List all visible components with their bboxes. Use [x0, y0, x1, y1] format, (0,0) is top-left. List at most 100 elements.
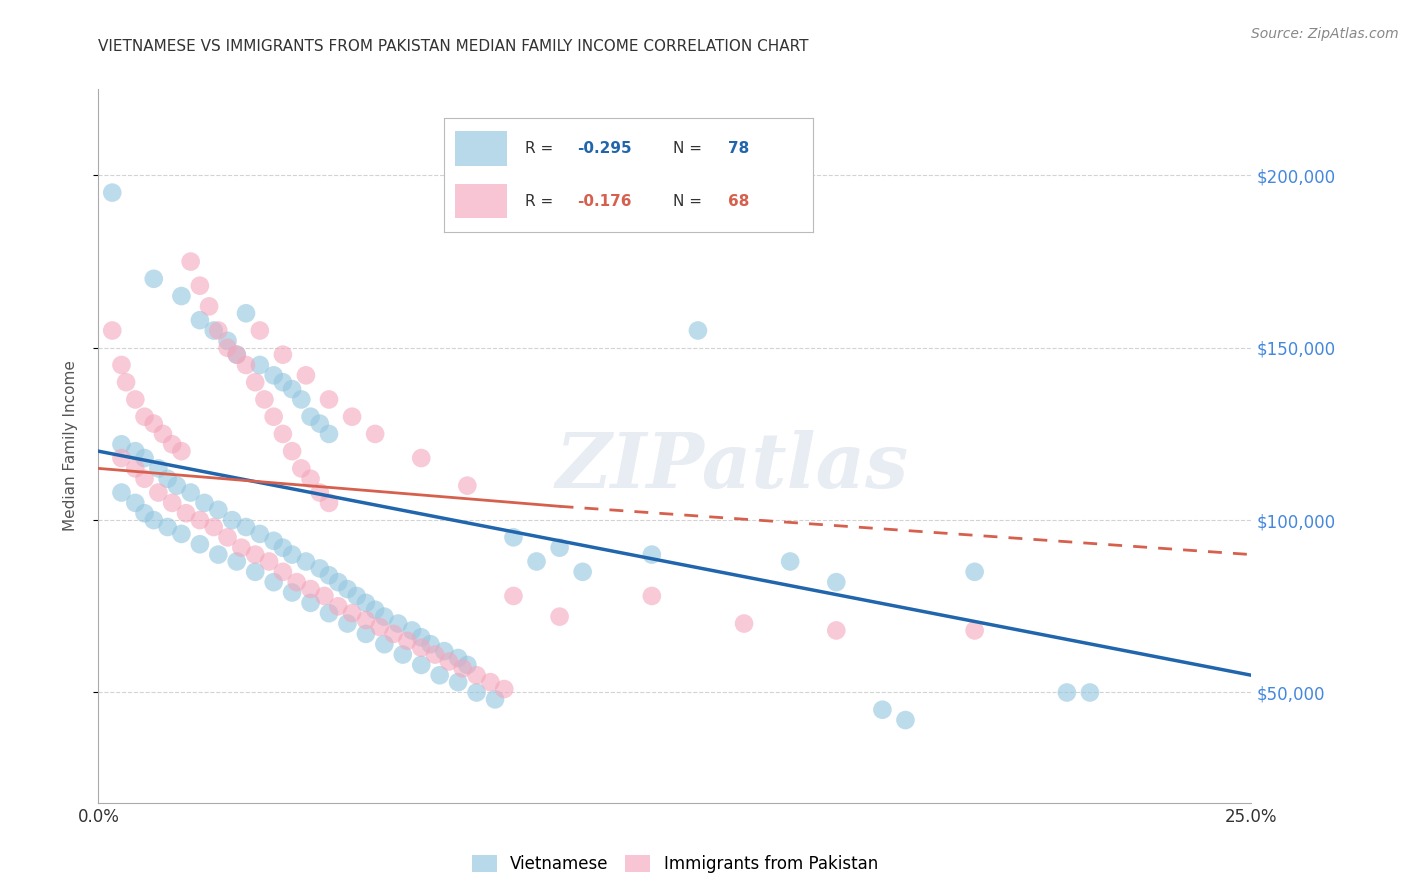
Text: Source: ZipAtlas.com: Source: ZipAtlas.com — [1251, 27, 1399, 41]
Point — [217, 530, 239, 544]
Point — [124, 461, 146, 475]
Point — [134, 409, 156, 424]
Point — [437, 655, 460, 669]
Point — [101, 324, 124, 338]
Point — [299, 472, 322, 486]
Point — [207, 502, 229, 516]
Point — [328, 575, 350, 590]
Point — [502, 589, 524, 603]
Point — [340, 409, 363, 424]
Point — [245, 376, 267, 390]
Point — [429, 668, 451, 682]
Point — [170, 444, 193, 458]
Point — [411, 640, 433, 655]
Point — [290, 392, 312, 407]
Point — [447, 675, 470, 690]
Point — [263, 533, 285, 548]
Point — [963, 624, 986, 638]
Point — [207, 324, 229, 338]
Point — [571, 565, 593, 579]
Point — [336, 582, 359, 596]
Point — [401, 624, 423, 638]
Point — [894, 713, 917, 727]
Point — [263, 409, 285, 424]
Point — [548, 609, 571, 624]
Point — [1078, 685, 1101, 699]
Point — [257, 554, 280, 568]
Point — [249, 527, 271, 541]
Point — [202, 324, 225, 338]
Point — [290, 461, 312, 475]
Point — [174, 506, 197, 520]
Point — [825, 575, 848, 590]
Point — [373, 637, 395, 651]
Point — [124, 496, 146, 510]
Point — [180, 485, 202, 500]
Point — [231, 541, 253, 555]
Point — [465, 668, 488, 682]
Point — [101, 186, 124, 200]
Point — [170, 289, 193, 303]
Point — [318, 568, 340, 582]
Point — [308, 561, 330, 575]
Point — [733, 616, 755, 631]
Point — [225, 554, 247, 568]
Point — [148, 461, 170, 475]
Point — [225, 348, 247, 362]
Point — [382, 627, 405, 641]
Point — [686, 324, 709, 338]
Point — [115, 376, 138, 390]
Point — [142, 513, 165, 527]
Point — [354, 613, 377, 627]
Point — [148, 485, 170, 500]
Point — [156, 472, 179, 486]
Point — [263, 368, 285, 383]
Point — [281, 548, 304, 562]
Point — [387, 616, 409, 631]
Point — [484, 692, 506, 706]
Point — [134, 506, 156, 520]
Point — [253, 392, 276, 407]
Point — [156, 520, 179, 534]
Point — [456, 657, 478, 672]
Point — [110, 358, 132, 372]
Point — [423, 648, 446, 662]
Point — [235, 306, 257, 320]
Point — [285, 575, 308, 590]
Point — [110, 437, 132, 451]
Point — [295, 368, 318, 383]
Point — [479, 675, 502, 690]
Point — [245, 565, 267, 579]
Point — [451, 661, 474, 675]
Point — [872, 703, 894, 717]
Point — [170, 527, 193, 541]
Point — [110, 485, 132, 500]
Point — [433, 644, 456, 658]
Point — [217, 334, 239, 348]
Point — [963, 565, 986, 579]
Point — [314, 589, 336, 603]
Point — [249, 324, 271, 338]
Point — [456, 478, 478, 492]
Point — [825, 624, 848, 638]
Point — [217, 341, 239, 355]
Point — [299, 409, 322, 424]
Point — [318, 426, 340, 441]
Point — [281, 444, 304, 458]
Point — [308, 485, 330, 500]
Point — [202, 520, 225, 534]
Point — [160, 437, 183, 451]
Point — [299, 596, 322, 610]
Point — [271, 348, 294, 362]
Point — [124, 392, 146, 407]
Point — [110, 451, 132, 466]
Point — [373, 609, 395, 624]
Point — [411, 451, 433, 466]
Point — [1056, 685, 1078, 699]
Point — [411, 630, 433, 644]
Point — [299, 582, 322, 596]
Point — [465, 685, 488, 699]
Point — [336, 616, 359, 631]
Point — [180, 254, 202, 268]
Point — [188, 513, 211, 527]
